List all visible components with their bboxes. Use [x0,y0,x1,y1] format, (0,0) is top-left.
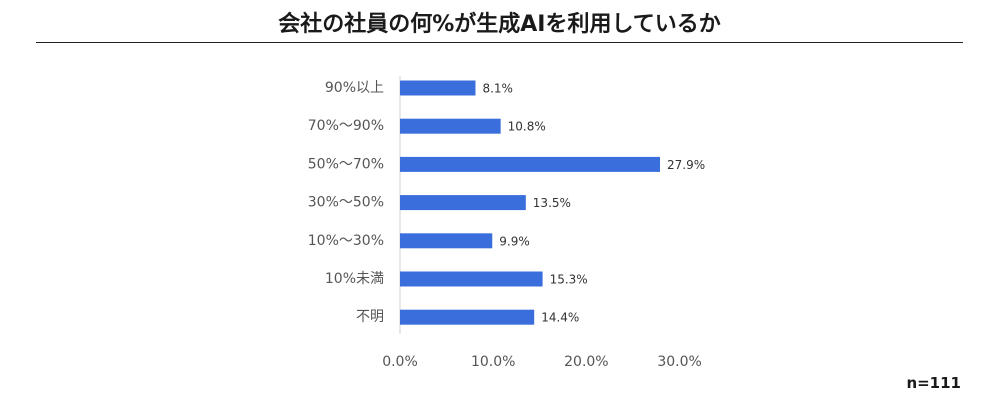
title-divider [36,42,963,43]
value-label: 15.3% [550,273,588,287]
x-tick-label: 10.0% [471,354,515,370]
category-label: 10%未満 [325,271,384,287]
x-tick-label: 30.0% [657,354,701,370]
sample-size-note: n=111 [906,374,961,392]
category-label: 不明 [356,309,384,325]
bar [400,156,660,172]
value-label: 8.1% [482,82,513,96]
x-tick-label: 0.0% [382,354,418,370]
value-label: 10.8% [508,120,546,134]
value-label: 14.4% [541,311,579,325]
bar [400,195,526,211]
bar [400,80,476,96]
chart-title: 会社の社員の何%が生成AIを利用しているか [278,12,721,37]
value-label: 27.9% [667,158,705,172]
value-label: 9.9% [499,234,530,248]
bar [400,271,543,287]
bar [400,309,535,325]
category-label: 70%～90% [308,118,384,134]
bar [400,233,493,249]
x-tick-label: 20.0% [564,354,608,370]
category-label: 50%～70% [308,156,384,172]
category-label: 10%～30% [308,233,384,249]
bar [400,118,501,134]
value-label: 13.5% [533,196,571,210]
category-label: 90%以上 [325,80,384,96]
category-label: 30%～50% [308,195,384,211]
